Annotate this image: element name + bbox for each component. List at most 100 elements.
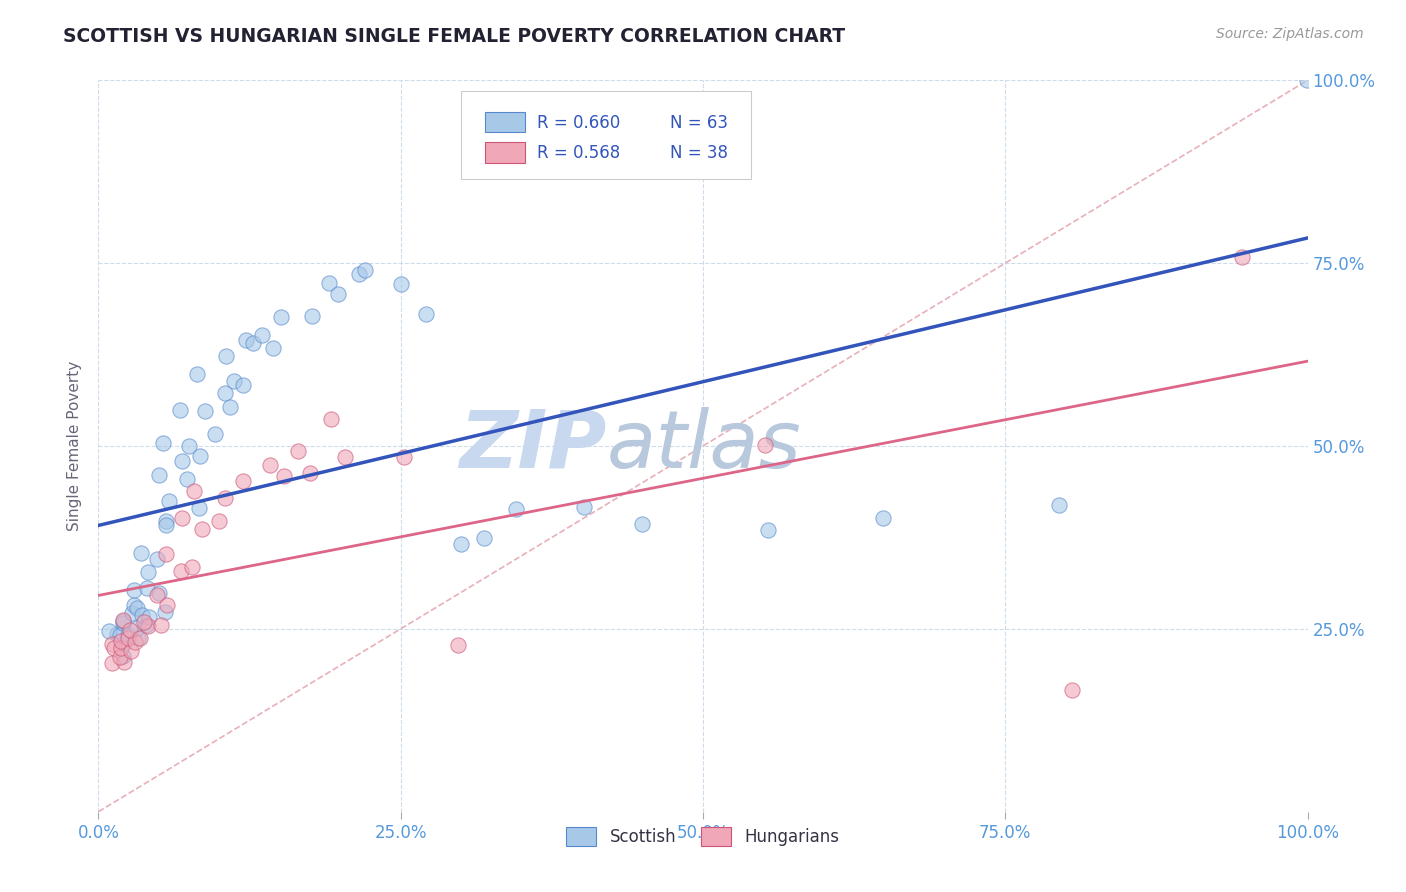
Point [110,650,132,665]
Point [450,536,472,550]
Point [224,374,246,388]
Point [170,511,193,525]
Text: R = 0.568: R = 0.568 [537,145,620,162]
Point [872,511,894,525]
Y-axis label: Single Female Poverty: Single Female Poverty [67,361,83,531]
Point [250,328,273,343]
Text: ZIP: ZIP [458,407,606,485]
Point [262,341,284,355]
Point [208,514,231,528]
Point [122,583,145,598]
Point [110,634,132,648]
Point [138,610,160,624]
Point [318,277,340,291]
Point [188,501,211,516]
Point [134,615,156,629]
Point [155,517,177,532]
Text: N = 38: N = 38 [671,145,728,162]
Point [136,566,159,580]
Point [101,637,124,651]
Point [131,608,153,623]
Point [148,586,170,600]
Point [1062,682,1084,697]
Point [108,628,131,642]
Point [146,588,169,602]
Text: Source: ZipAtlas.com: Source: ZipAtlas.com [1216,27,1364,41]
Point [149,618,172,632]
Point [152,435,174,450]
Point [136,582,159,596]
Point [572,500,595,514]
Point [273,469,295,483]
Text: atlas: atlas [606,407,801,485]
Point [101,656,124,670]
Point [124,634,146,648]
Point [186,368,208,382]
Point [153,605,176,619]
Point [112,614,135,628]
Point [235,333,257,347]
Point [118,623,141,637]
Point [394,450,416,464]
Point [146,552,169,566]
Point [136,618,159,632]
Point [215,349,238,363]
Point [117,631,139,645]
Point [349,268,371,282]
Legend: Scottish, Hungarians: Scottish, Hungarians [558,819,848,855]
Point [169,402,191,417]
Point [127,631,149,645]
Point [204,427,226,442]
Point [259,458,281,472]
Point [299,466,322,480]
Point [505,502,527,516]
Point [155,514,177,528]
Point [129,546,152,560]
Point [125,601,148,615]
Text: SCOTTISH VS HUNGARIAN SINGLE FEMALE POVERTY CORRELATION CHART: SCOTTISH VS HUNGARIAN SINGLE FEMALE POVE… [63,27,845,45]
Point [1230,250,1253,264]
Point [125,621,148,635]
Point [354,263,377,277]
FancyBboxPatch shape [461,91,751,179]
Point [159,493,181,508]
Point [754,438,776,452]
Point [631,517,654,532]
Point [148,467,170,482]
Text: N = 63: N = 63 [671,113,728,132]
Point [170,564,193,578]
Point [219,400,242,414]
Point [194,404,217,418]
Point [242,335,264,350]
Point [103,640,125,655]
Point [181,559,204,574]
Point [112,655,135,669]
FancyBboxPatch shape [485,143,526,163]
FancyBboxPatch shape [485,112,526,132]
Point [319,412,342,426]
Point [214,385,236,400]
Point [270,310,292,324]
Point [121,606,143,620]
Point [1296,73,1319,87]
Point [287,443,309,458]
Text: R = 0.660: R = 0.660 [537,113,620,132]
Point [328,286,350,301]
Point [111,614,134,628]
Point [176,472,198,486]
Point [111,616,134,631]
Point [472,531,495,545]
Point [117,628,139,642]
Point [183,483,205,498]
Point [232,377,254,392]
Point [333,450,356,465]
Point [105,626,128,640]
Point [120,644,142,658]
Point [110,641,132,656]
Point [156,598,179,612]
Point [415,307,437,321]
Point [135,617,157,632]
Point [111,648,134,663]
Point [112,636,135,650]
Point [301,309,323,323]
